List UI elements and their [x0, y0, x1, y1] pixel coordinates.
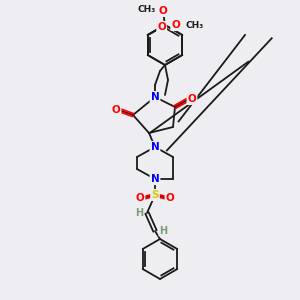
Text: N: N: [151, 174, 159, 184]
Text: O: O: [136, 193, 144, 203]
Text: H: H: [159, 226, 167, 236]
Text: CH₃: CH₃: [186, 20, 204, 29]
Text: O: O: [166, 193, 174, 203]
Text: N: N: [151, 92, 159, 102]
Text: H: H: [135, 208, 143, 218]
Text: O: O: [112, 105, 120, 115]
Text: N: N: [151, 142, 159, 152]
Text: S: S: [151, 190, 159, 200]
Text: O: O: [157, 22, 166, 32]
Text: CH₃: CH₃: [138, 4, 156, 14]
Text: O: O: [171, 20, 180, 30]
Text: O: O: [159, 6, 167, 16]
Text: O: O: [188, 94, 196, 104]
